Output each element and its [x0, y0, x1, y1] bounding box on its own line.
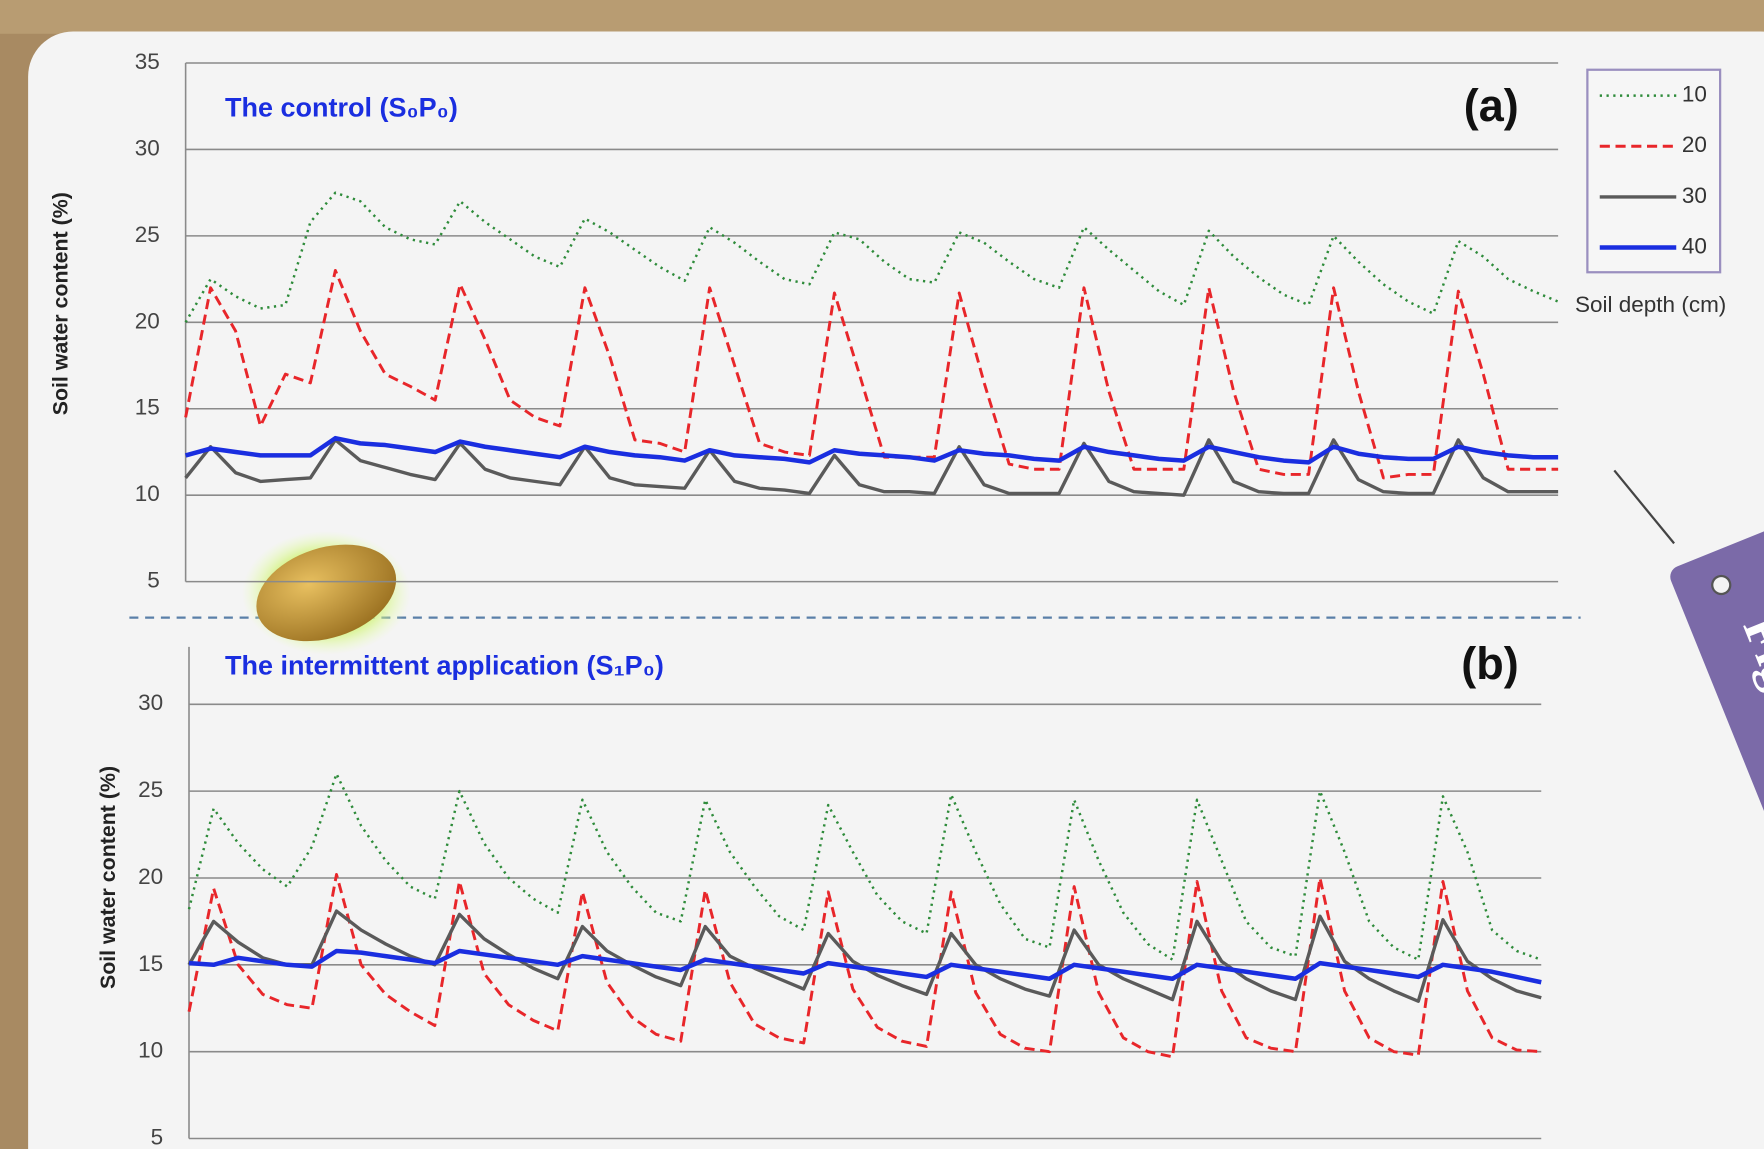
y-tick-label: 30 [135, 135, 160, 160]
y-tick-label: 15 [135, 395, 160, 420]
y-tick-label: 15 [138, 951, 163, 976]
y-tick-label: 20 [135, 308, 160, 333]
y-tick-label: 10 [138, 1038, 163, 1063]
panel-label: (a) [1464, 80, 1519, 131]
legend-title: Soil depth (cm) [1575, 292, 1726, 317]
y-tick-label: 35 [135, 49, 160, 74]
legend-label: 30 [1682, 183, 1707, 208]
chart-title: The control (S₀P₀) [225, 92, 458, 122]
chart-title: The intermittent application (S₁P₀) [225, 650, 664, 680]
y-tick-label: 25 [138, 777, 163, 802]
screenshot: 5 10 15 20 25 30 35 The control (S₀P₀) (a) Soil w… [0, 0, 1764, 1149]
y-tick-label: 20 [138, 864, 163, 889]
legend-label: 20 [1682, 132, 1707, 157]
panel-label: (b) [1461, 638, 1518, 689]
backdrop-band [0, 0, 1764, 34]
legend-label: 40 [1682, 233, 1707, 258]
y-tick-label: 5 [151, 1124, 164, 1149]
y-tick-label: 5 [147, 568, 160, 593]
y-tick-label: 10 [135, 481, 160, 506]
page: {"chart_data": [ {"type": "line", "title… [0, 0, 1764, 1149]
y-axis-label: Soil water content (%) [49, 192, 73, 415]
y-axis-label: Soil water content (%) [96, 766, 120, 989]
legend-label: 10 [1682, 82, 1707, 107]
y-tick-label: 30 [138, 690, 163, 715]
y-tick-label: 25 [135, 222, 160, 247]
